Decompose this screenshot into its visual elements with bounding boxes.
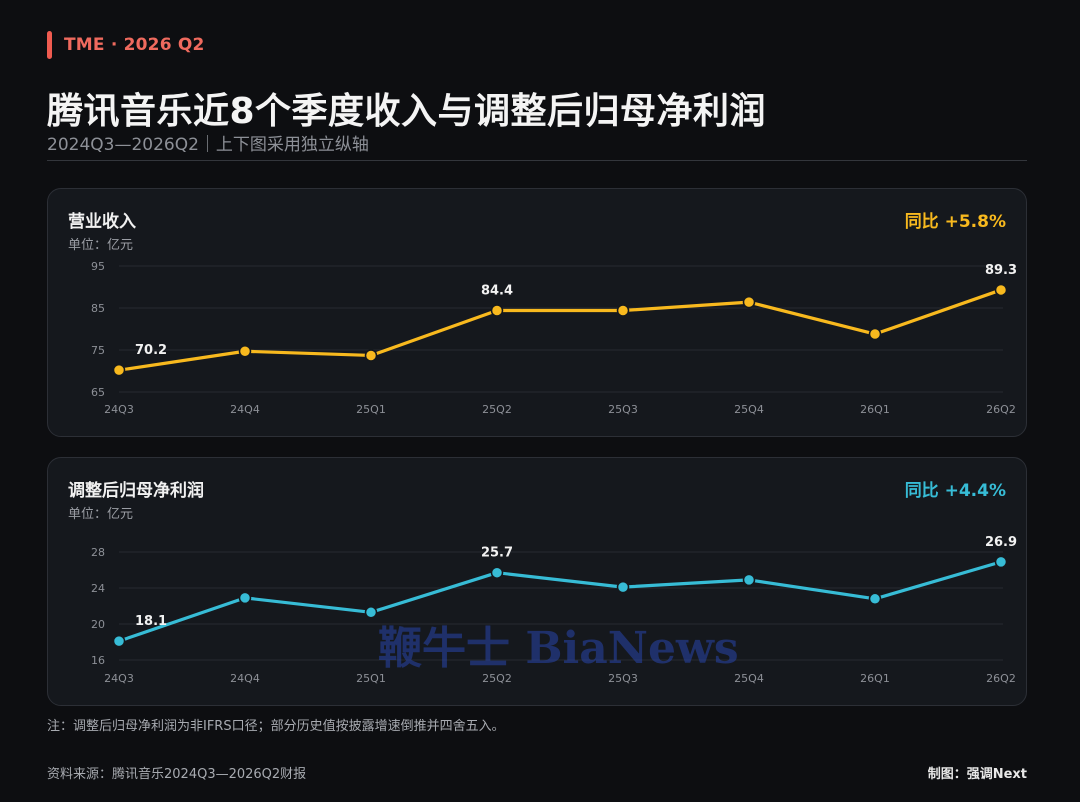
revenue-unit-label: 单位：亿元 — [68, 238, 134, 253]
page-title: 腾讯音乐近8个季度收入与调整后归母净利润 — [47, 91, 767, 132]
revenue-yoy-badge: 同比 +5.8% — [904, 212, 1006, 232]
revenue-x-tick-label: 24Q3 — [104, 403, 134, 416]
profit-x-tick-label: 26Q1 — [860, 672, 890, 685]
profit-y-tick-label: 24 — [91, 582, 105, 595]
revenue-y-tick-label: 95 — [91, 260, 105, 273]
profit-x-tick-label: 26Q2 — [986, 672, 1016, 685]
profit-x-tick-label: 25Q4 — [734, 672, 764, 685]
profit-y-tick-label: 20 — [91, 618, 105, 631]
profit-line-chart: 16 20 24 28 24Q3 24Q4 25Q1 25Q2 25Q3 25Q4 26Q1 26Q2… — [91, 535, 1017, 685]
profit-x-tick-label: 24Q4 — [230, 672, 260, 685]
revenue-y-tick-label: 75 — [91, 344, 105, 357]
profit-data-point — [238, 591, 252, 605]
revenue-y-tick-label: 65 — [91, 386, 105, 399]
accent-bar — [47, 31, 52, 59]
chart-credit: 制图：强调Next — [927, 767, 1027, 782]
revenue-x-tick-label: 25Q1 — [356, 403, 386, 416]
revenue-data-point — [490, 304, 504, 317]
profit-data-label: 26.9 — [985, 535, 1017, 550]
profit-x-tick-label: 25Q2 — [482, 672, 512, 685]
revenue-data-label: 89.3 — [985, 263, 1017, 278]
revenue-x-tick-label: 26Q1 — [860, 403, 890, 416]
profit-x-tick-label: 24Q3 — [104, 672, 134, 685]
data-source: 资料来源：腾讯音乐2024Q3—2026Q2财报 — [47, 767, 307, 782]
revenue-x-tick-label: 25Q4 — [734, 403, 764, 416]
revenue-data-point — [994, 283, 1008, 297]
profit-data-point — [742, 573, 756, 587]
revenue-x-tick-label: 25Q3 — [608, 403, 638, 416]
profit-data-point — [364, 606, 378, 619]
header-divider — [47, 160, 1027, 161]
profit-x-tick-label: 25Q3 — [608, 672, 638, 685]
revenue-y-tick-label: 85 — [91, 302, 105, 315]
profit-data-point — [868, 592, 882, 606]
company-quarter-tag: TME · 2026 Q2 — [64, 35, 205, 55]
profit-data-point — [112, 634, 126, 648]
profit-data-point — [994, 555, 1008, 569]
revenue-data-point — [112, 363, 126, 377]
profit-series-line — [117, 560, 1003, 643]
profit-x-tick-label: 25Q1 — [356, 672, 386, 685]
revenue-line-chart: 65 75 85 95 24Q3 24Q4 25Q1 25Q2 25Q3 25Q4 26Q1 26Q2… — [91, 260, 1017, 416]
profit-y-tick-label: 28 — [91, 546, 105, 559]
profit-chart-title: 调整后归母净利润 — [68, 481, 204, 501]
revenue-data-point — [364, 349, 378, 362]
profit-data-point — [616, 580, 630, 594]
profit-yoy-badge: 同比 +4.4% — [904, 481, 1006, 501]
revenue-data-label: 70.2 — [135, 343, 167, 358]
revenue-data-label: 84.4 — [481, 284, 513, 299]
revenue-data-point — [742, 295, 756, 309]
revenue-series-line — [117, 288, 1003, 372]
profit-data-point — [490, 566, 504, 579]
footnote: 注：调整后归母净利润为非IFRS口径；部分历史值按披露增速倒推并四舍五入。 — [47, 719, 505, 734]
revenue-data-point — [616, 304, 630, 317]
revenue-x-tick-label: 26Q2 — [986, 403, 1016, 416]
revenue-chart-title: 营业收入 — [68, 212, 136, 232]
page-subtitle: 2024Q3—2026Q2｜上下图采用独立纵轴 — [47, 135, 369, 155]
revenue-x-tick-label: 24Q4 — [230, 403, 260, 416]
profit-data-label: 25.7 — [481, 546, 513, 561]
profit-chart-panel: 调整后归母净利润 单位：亿元 同比 +4.4% 16 20 24 28 24Q3 24Q4… — [47, 457, 1027, 706]
profit-unit-label: 单位：亿元 — [68, 507, 134, 522]
revenue-data-point — [868, 327, 882, 341]
revenue-x-tick-label: 25Q2 — [482, 403, 512, 416]
profit-y-tick-label: 16 — [91, 654, 105, 667]
revenue-chart-panel: 营业收入 单位：亿元 同比 +5.8% 65 75 85 95 24Q3 24Q4 25Q1… — [47, 188, 1027, 437]
profit-data-label: 18.1 — [135, 614, 167, 629]
revenue-data-point — [238, 345, 252, 358]
header-tag: TME · 2026 Q2 — [47, 31, 205, 59]
